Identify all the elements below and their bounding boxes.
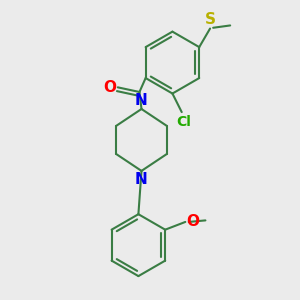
Text: O: O [186,214,199,230]
Text: S: S [205,12,216,27]
Text: N: N [135,93,148,108]
Text: O: O [103,80,116,95]
Text: Cl: Cl [176,115,191,129]
Text: N: N [135,172,148,187]
